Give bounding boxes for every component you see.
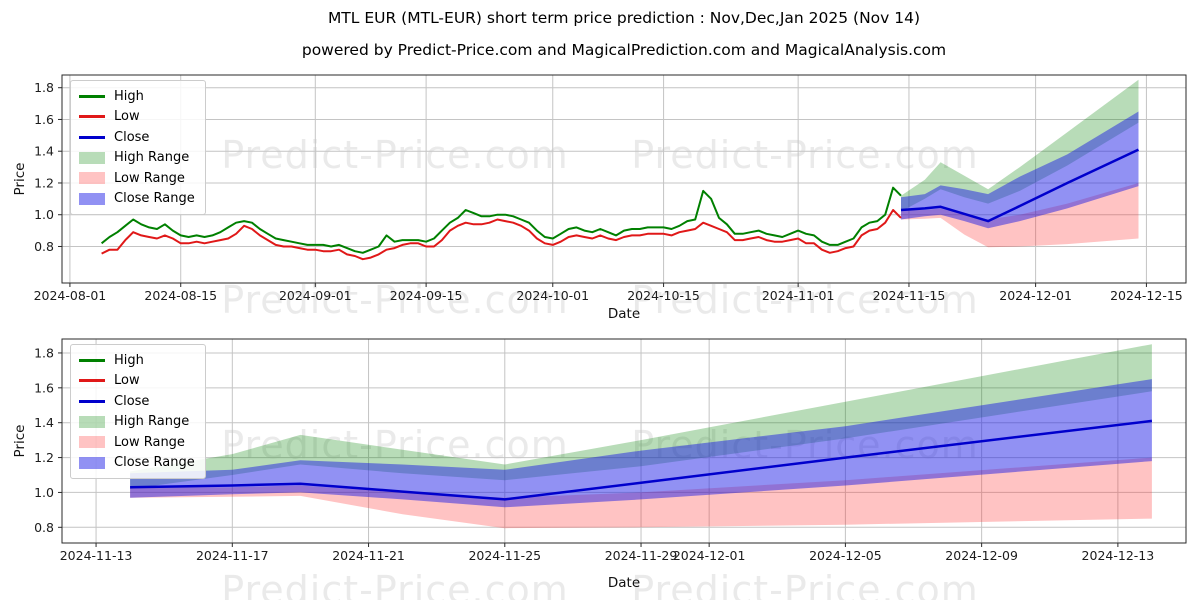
legend-item-close: Close: [79, 127, 195, 148]
legend-item-high-range: High Range: [79, 148, 195, 169]
y-axis-label-top: Price: [12, 162, 28, 196]
x-tick-label: 2024-12-15: [1110, 288, 1183, 303]
low-range-swatch-icon: [79, 172, 105, 185]
legend-label: High: [114, 88, 144, 104]
low-swatch-icon: [79, 379, 105, 383]
x-tick-label: 2024-11-15: [873, 288, 946, 303]
legend-bottom: High Low Close High Range Low Range Close Ran…: [70, 344, 206, 479]
x-tick-label: 2024-09-01: [279, 288, 352, 303]
x-tick-label: 2024-11-01: [762, 288, 835, 303]
low-range-swatch-icon: [79, 436, 105, 449]
legend-label: High: [114, 352, 144, 368]
close-swatch-icon: [79, 399, 105, 403]
legend-label: Low: [114, 373, 140, 389]
y-tick-label: 1.0: [34, 485, 54, 500]
legend-item-close-range: Close Range: [79, 189, 195, 210]
close-range-swatch-icon: [79, 192, 105, 205]
x-tick-label: 2024-12-01: [999, 288, 1072, 303]
close-range-band: [901, 111, 1139, 229]
x-axis-label-bottom: Date: [607, 575, 641, 591]
legend-label: Low Range: [114, 170, 185, 186]
x-tick-label: 2024-12-05: [809, 548, 882, 563]
high-swatch-icon: [79, 94, 105, 98]
y-tick-label: 1.0: [34, 207, 54, 222]
legend-label: High Range: [114, 150, 190, 166]
y-tick-label: 0.8: [34, 239, 54, 254]
y-tick-label: 1.4: [34, 144, 54, 159]
close-forecast-line: [130, 419, 1153, 501]
x-tick-label: 2024-11-17: [196, 548, 269, 563]
legend-label: Low: [114, 109, 140, 125]
x-tick-label: 2024-10-01: [516, 288, 589, 303]
x-tick-label: 2024-08-15: [144, 288, 217, 303]
watermark-text: Predict-Price.com: [221, 133, 569, 177]
y-tick-label: 1.8: [34, 80, 54, 95]
x-tick-label: 2024-09-15: [390, 288, 463, 303]
close-range-swatch-icon: [79, 456, 105, 469]
legend-label: Close Range: [114, 191, 195, 207]
x-tick-label: 2024-11-21: [332, 548, 405, 563]
plot-border: [61, 338, 1187, 544]
legend-item-low-range: Low Range: [79, 168, 195, 189]
x-tick-label: 2024-12-01: [673, 548, 746, 563]
watermark-text: Predict-Price.com: [221, 278, 569, 322]
chart-subtitle: powered by Predict-Price.com and Magical…: [301, 41, 947, 59]
x-tick-label: 2024-08-01: [34, 288, 107, 303]
y-tick-label: 1.8: [34, 345, 54, 360]
low-range-band: [901, 183, 1139, 248]
x-axis-label-top: Date: [607, 306, 641, 322]
close-swatch-icon: [79, 135, 105, 139]
legend-item-high: High: [79, 86, 195, 107]
legend-item-low-range: Low Range: [79, 432, 195, 453]
x-tick-label: 2024-12-13: [1082, 548, 1155, 563]
high-range-swatch-icon: [79, 415, 105, 428]
high-swatch-icon: [79, 358, 105, 362]
low-line: [101, 209, 902, 261]
y-tick-label: 1.2: [34, 450, 54, 465]
legend-label: Close: [114, 393, 150, 409]
watermark-text: Predict-Price.com: [631, 133, 979, 177]
plot-border: [61, 74, 1187, 284]
legend-item-close-range: Close Range: [79, 453, 195, 474]
high-range-swatch-icon: [79, 151, 105, 164]
high-line: [100, 186, 902, 254]
y-tick-label: 1.4: [34, 415, 54, 430]
legend-label: Close Range: [114, 455, 195, 471]
x-tick-label: 2024-11-13: [60, 548, 133, 563]
legend-item-high: High: [79, 350, 195, 371]
legend-label: Low Range: [114, 434, 185, 450]
watermark-text: Predict-Price.com: [221, 568, 569, 600]
high-range-band: [901, 79, 1139, 212]
legend-label: High Range: [114, 414, 190, 430]
low-range-band: [130, 457, 1152, 529]
legend-item-low: Low: [79, 371, 195, 392]
y-axis-label-bottom: Price: [12, 424, 28, 458]
y-tick-label: 1.6: [34, 112, 54, 127]
watermark-text: Predict-Price.com: [631, 568, 979, 600]
x-tick-label: 2024-12-09: [945, 548, 1018, 563]
legend-item-close: Close: [79, 391, 195, 412]
close-forecast-line: [900, 148, 1140, 223]
watermark-text: Predict-Price.com: [631, 278, 979, 322]
chart-title: MTL EUR (MTL-EUR) short term price predi…: [327, 9, 921, 27]
y-tick-label: 1.2: [34, 175, 54, 190]
high-range-band: [130, 344, 1152, 489]
low-swatch-icon: [79, 115, 105, 119]
legend-item-low: Low: [79, 107, 195, 128]
watermark-text: Predict-Price.com: [221, 423, 569, 467]
x-tick-label: 2024-10-15: [627, 288, 700, 303]
watermark-text: Predict-Price.com: [631, 423, 979, 467]
legend-top: High Low Close High Range Low Range Close Ran…: [70, 80, 206, 215]
x-tick-label: 2024-11-29: [605, 548, 678, 563]
y-tick-label: 0.8: [34, 520, 54, 535]
y-tick-label: 1.6: [34, 380, 54, 395]
x-tick-label: 2024-11-25: [468, 548, 541, 563]
legend-label: Close: [114, 129, 150, 145]
legend-item-high-range: High Range: [79, 412, 195, 433]
close-range-band: [130, 379, 1152, 508]
